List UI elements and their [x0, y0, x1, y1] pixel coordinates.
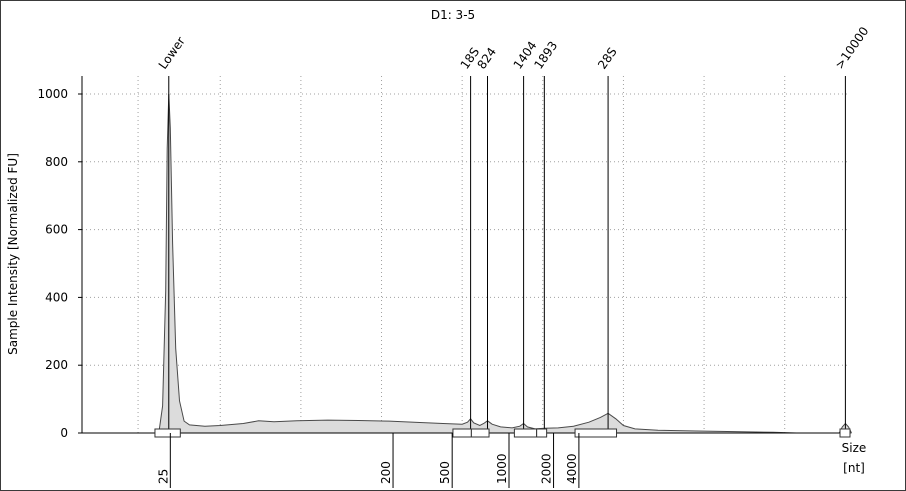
integration-bar	[513, 428, 538, 438]
x-tick-label: 200	[379, 461, 393, 484]
y-tick-label: 600	[45, 223, 68, 237]
chart-title: D1: 3-5	[431, 8, 475, 22]
y-tick-label: 1000	[37, 87, 68, 101]
x-ticks: 25 200 500 1000 2000 4000	[156, 433, 580, 488]
peak-label: 824	[474, 45, 499, 72]
y-tick-label: 800	[45, 155, 68, 169]
integration-bar	[452, 428, 472, 438]
x-axis-label: Size	[842, 441, 867, 455]
x-tick-label: 2000	[540, 453, 554, 484]
integration-bar	[536, 428, 548, 438]
y-axis-label: Sample Intensity [Normalized FU]	[6, 153, 20, 355]
integration-bar	[470, 428, 490, 438]
integration-bar	[154, 428, 181, 438]
x-axis-unit: [nt]	[843, 461, 865, 475]
peak-markers	[168, 76, 846, 433]
y-tick-label: 0	[60, 426, 68, 440]
x-tick-label: 25	[156, 469, 170, 484]
grid-lines	[82, 76, 850, 433]
y-ticks: 0 200 400 600 800 1000	[37, 87, 82, 440]
peak-label: 1893	[531, 39, 560, 72]
peak-label: Lower	[156, 34, 188, 72]
integration-bars	[154, 428, 851, 438]
x-tick-label: 1000	[495, 453, 509, 484]
y-tick-label: 400	[45, 290, 68, 304]
trace-fill	[158, 93, 852, 434]
trace-area	[158, 93, 852, 434]
peak-label: 28S	[595, 45, 620, 72]
integration-bar	[839, 428, 851, 438]
peak-label: >10000	[832, 24, 871, 72]
x-tick-label: 4000	[565, 453, 579, 484]
axes	[81, 76, 850, 434]
integration-bar	[574, 428, 618, 438]
y-tick-label: 200	[45, 358, 68, 372]
x-tick-label: 500	[438, 461, 452, 484]
